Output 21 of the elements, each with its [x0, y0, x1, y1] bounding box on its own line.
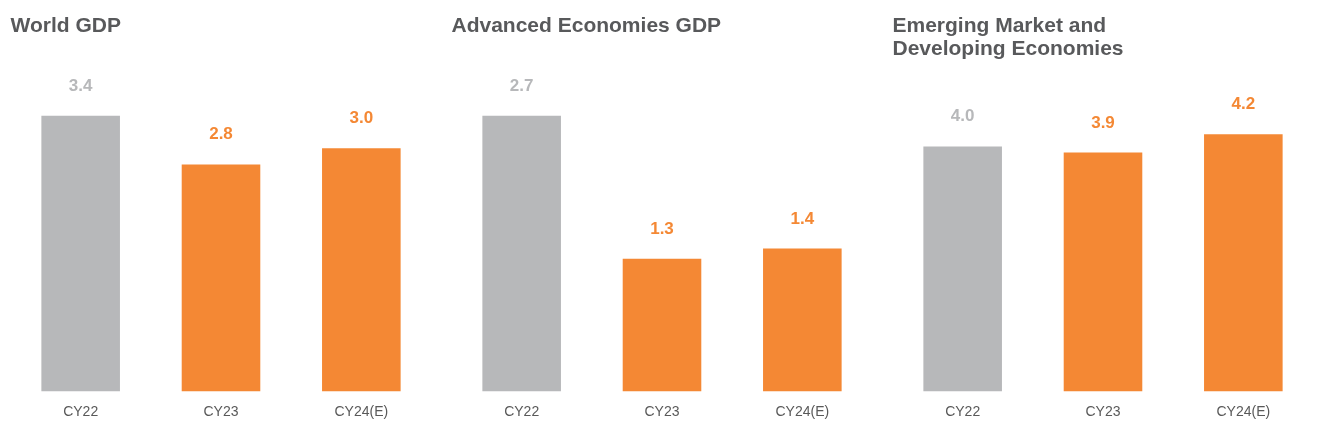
data-label: 4.0: [950, 106, 975, 126]
x-tick-label: CY23: [203, 402, 239, 419]
data-label: 1.4: [790, 208, 815, 228]
chart-title: Advanced Economies GDP: [451, 12, 722, 36]
x-tick-label: CY22: [63, 402, 99, 419]
x-tick-label: CY24(E): [334, 402, 389, 419]
x-tick-label: CY22: [945, 402, 981, 419]
x-tick-label: CY23: [644, 402, 680, 419]
data-label: 3.0: [349, 108, 374, 128]
x-tick-label: CY24(E): [1216, 402, 1271, 419]
x-tick-label: CY22: [504, 402, 540, 419]
data-label: 2.7: [509, 75, 534, 95]
data-label: 3.9: [1091, 112, 1115, 132]
chart-title: World GDP: [10, 12, 121, 36]
data-label: 4.2: [1231, 94, 1256, 114]
x-tick-label: CY24(E): [775, 402, 830, 419]
chart-title: Emerging Market and Developing Economies: [892, 12, 1124, 59]
data-label: 1.3: [650, 218, 674, 238]
data-label: 2.8: [209, 124, 233, 144]
x-tick-label: CY23: [1085, 402, 1121, 419]
data-label: 3.4: [68, 75, 94, 95]
